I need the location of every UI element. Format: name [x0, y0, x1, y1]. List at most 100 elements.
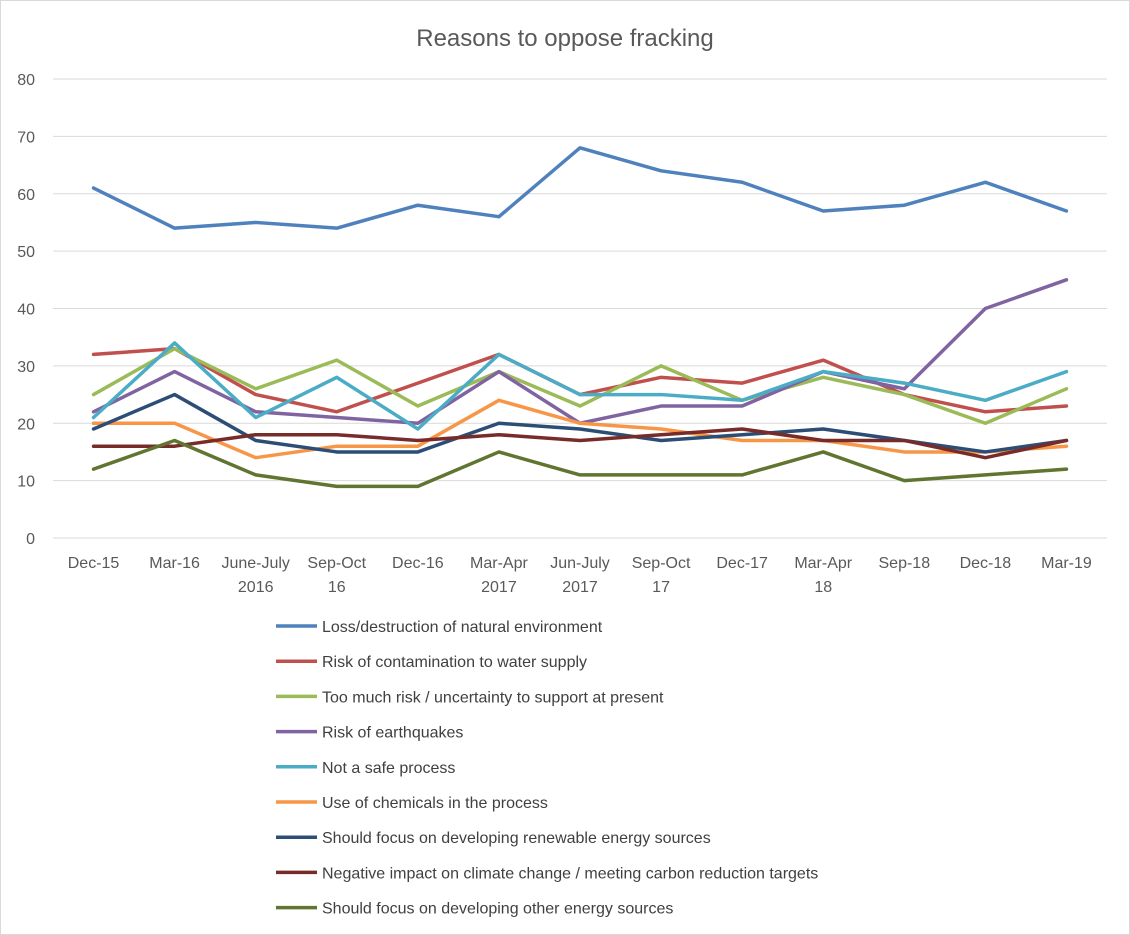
data-point: [821, 209, 825, 213]
data-point: [416, 427, 420, 431]
data-point: [740, 404, 744, 408]
data-point: [335, 358, 339, 362]
data-point: [983, 410, 987, 414]
data-point: [983, 180, 987, 184]
data-point: [902, 393, 906, 397]
x-tick-label: 2017: [481, 579, 517, 596]
data-point: [335, 433, 339, 437]
data-point: [821, 438, 825, 442]
x-tick-label: 17: [652, 579, 670, 596]
data-point: [416, 203, 420, 207]
series-line: [91, 438, 1069, 489]
data-point: [578, 146, 582, 150]
x-tick-label: Sep-18: [879, 555, 931, 572]
data-point: [659, 375, 663, 379]
data-point: [902, 479, 906, 483]
data-point: [659, 393, 663, 397]
x-tick-label: 2016: [238, 579, 274, 596]
x-tick-label: Dec-16: [392, 555, 444, 572]
x-tick-label: Sep-Oct: [307, 555, 366, 572]
data-point: [92, 186, 96, 190]
data-point: [416, 404, 420, 408]
data-point: [821, 370, 825, 374]
data-point: [173, 444, 177, 448]
data-point: [497, 421, 501, 425]
data-point: [740, 398, 744, 402]
data-point: [659, 404, 663, 408]
legend-label: Not a safe process: [322, 760, 455, 777]
data-point: [578, 427, 582, 431]
data-point: [254, 473, 258, 477]
data-point: [173, 226, 177, 230]
data-point: [821, 375, 825, 379]
x-tick-label: Dec-17: [716, 555, 768, 572]
y-tick-label: 60: [17, 187, 35, 204]
data-point: [740, 473, 744, 477]
y-tick-label: 10: [17, 474, 35, 491]
data-point: [578, 438, 582, 442]
data-point: [92, 467, 96, 471]
data-point: [1064, 370, 1068, 374]
data-point: [983, 421, 987, 425]
data-point: [92, 393, 96, 397]
data-point: [497, 215, 501, 219]
data-point: [416, 444, 420, 448]
legend-label: Risk of contamination to water supply: [322, 654, 587, 671]
data-point: [335, 226, 339, 230]
data-point: [1064, 387, 1068, 391]
data-point: [740, 427, 744, 431]
data-point: [902, 438, 906, 442]
data-point: [902, 381, 906, 385]
x-tick-label: Dec-18: [960, 555, 1012, 572]
data-point: [254, 416, 258, 420]
y-tick-label: 40: [17, 302, 35, 319]
data-point: [659, 169, 663, 173]
data-point: [578, 404, 582, 408]
x-tick-label: Mar-Apr: [794, 555, 852, 572]
x-tick-label: June-July: [221, 555, 289, 572]
x-tick-label: Jun-July: [550, 555, 610, 572]
x-tick-label: Dec-15: [68, 555, 120, 572]
data-point: [173, 370, 177, 374]
data-point: [173, 421, 177, 425]
legend-label: Should focus on developing renewable ene…: [322, 830, 711, 847]
data-point: [821, 427, 825, 431]
series-line: [91, 146, 1069, 230]
data-point: [497, 352, 501, 356]
data-point: [902, 450, 906, 454]
data-point: [92, 352, 96, 356]
data-point: [902, 203, 906, 207]
legend-label: Should focus on developing other energy …: [322, 901, 673, 918]
data-point: [254, 433, 258, 437]
data-point: [740, 438, 744, 442]
data-point: [902, 387, 906, 391]
data-point: [1064, 438, 1068, 442]
x-tick-label: Sep-Oct: [632, 555, 691, 572]
data-point: [92, 444, 96, 448]
data-point: [173, 393, 177, 397]
data-point: [416, 450, 420, 454]
data-point: [983, 450, 987, 454]
data-point: [335, 410, 339, 414]
legend-label: Too much risk / uncertainty to support a…: [322, 689, 664, 706]
data-point: [416, 421, 420, 425]
data-point: [578, 393, 582, 397]
data-point: [254, 393, 258, 397]
data-point: [983, 398, 987, 402]
y-tick-label: 70: [17, 129, 35, 146]
data-point: [335, 444, 339, 448]
data-point: [254, 220, 258, 224]
data-point: [578, 421, 582, 425]
data-point: [254, 456, 258, 460]
data-point: [335, 375, 339, 379]
data-point: [497, 433, 501, 437]
legend-label: Negative impact on climate change / meet…: [322, 865, 818, 882]
data-point: [416, 484, 420, 488]
y-tick-label: 50: [17, 244, 35, 261]
data-point: [254, 387, 258, 391]
data-point: [740, 433, 744, 437]
data-point: [1064, 209, 1068, 213]
data-point: [173, 438, 177, 442]
x-tick-label: 16: [328, 579, 346, 596]
